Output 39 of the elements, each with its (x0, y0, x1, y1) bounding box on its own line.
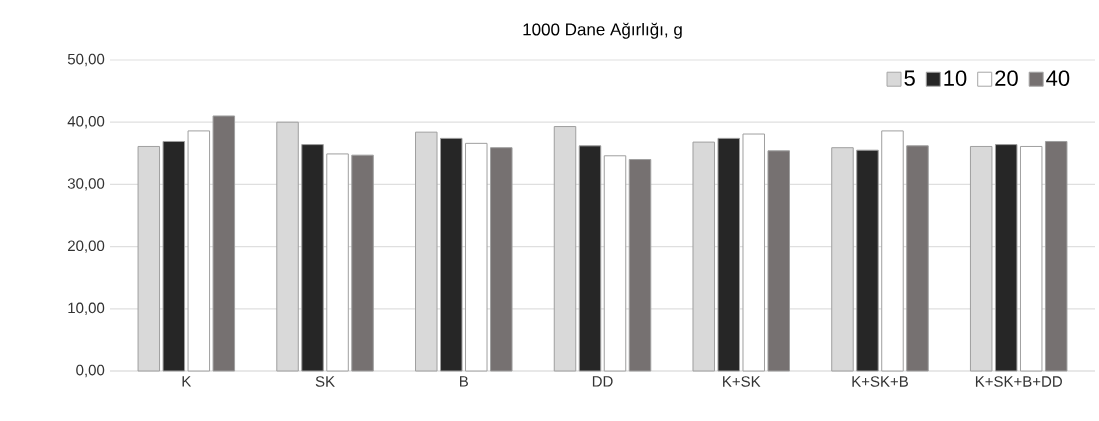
bar (603, 155, 627, 372)
legend-label: 5 (904, 70, 915, 86)
bar (994, 144, 1018, 372)
x-tick-label: K+SK+B (852, 376, 908, 387)
legend-label: 10 (944, 70, 967, 86)
bar (326, 153, 349, 372)
bar (440, 137, 463, 372)
legend-label: 40 (1046, 70, 1070, 86)
bar (301, 144, 324, 372)
y-tick-label: 10,00 (68, 302, 105, 315)
bar (628, 159, 652, 372)
y-tick-label: 0,00 (76, 364, 105, 378)
bar (1019, 145, 1043, 372)
y-tick-label: 30,00 (67, 178, 105, 191)
x-tick-label: K+SK (723, 376, 761, 387)
y-tick-label: 40,00 (67, 116, 105, 129)
bar (351, 154, 374, 372)
bar (1044, 140, 1068, 372)
y-tick-label: 20,00 (68, 240, 105, 253)
bar (578, 145, 602, 372)
bar (465, 142, 488, 372)
bar (717, 137, 740, 372)
bar (906, 145, 929, 372)
bar (187, 130, 211, 372)
chart-title: 1000 Dane Ağırlığı, g (523, 22, 682, 39)
bar (212, 115, 236, 372)
x-tick-label: DD (592, 376, 613, 387)
x-tick-label: B (460, 376, 468, 387)
x-tick-label: SK (315, 376, 335, 387)
bar (881, 130, 904, 372)
bar (162, 140, 186, 372)
y-tick-label: 50,00 (67, 53, 105, 67)
bar (856, 149, 879, 372)
x-tick-label: K+SK+B+DD (975, 376, 1062, 387)
legend-label: 20 (995, 70, 1018, 86)
bar (490, 147, 513, 372)
bar (767, 150, 790, 372)
bar (742, 133, 765, 372)
x-tick-label: K (182, 376, 192, 387)
